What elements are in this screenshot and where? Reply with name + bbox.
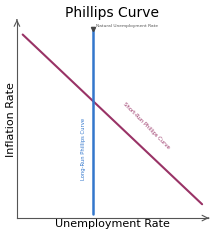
Title: Phillips Curve: Phillips Curve <box>65 6 159 20</box>
Text: Natural Unemployment Rate: Natural Unemployment Rate <box>96 24 158 28</box>
Text: Short-Run Phillips Curve: Short-Run Phillips Curve <box>122 101 171 150</box>
X-axis label: Unemployment Rate: Unemployment Rate <box>55 219 170 229</box>
Text: Long-Run Phillips Curve: Long-Run Phillips Curve <box>81 118 86 180</box>
Y-axis label: Inflation Rate: Inflation Rate <box>6 82 16 157</box>
